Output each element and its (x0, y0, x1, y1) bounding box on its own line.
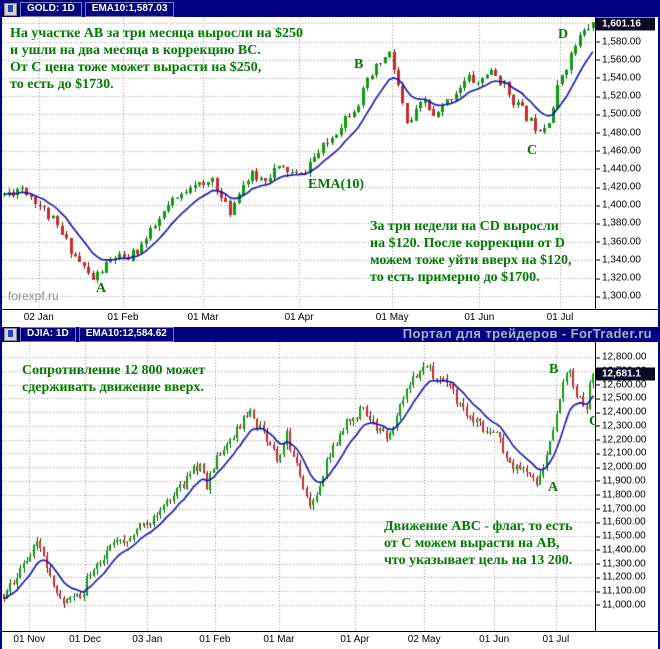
price-scale-label: 12,200.00 (596, 434, 647, 445)
price-scale-label: 1,560.00 (596, 54, 641, 65)
chart-plot-area-gold: На участке AB за три месяца выросли на $… (2, 17, 596, 309)
chart-row-djia: Сопротивление 12 800 может сдерживать дв… (2, 342, 658, 631)
price-scale-label: 1,580.00 (596, 36, 641, 47)
price-scale-label: 11,000.00 (596, 599, 646, 610)
panel-gold: GOLD: 1D EMA10:1,587.03 На участке AB за… (2, 2, 658, 327)
date-label: 01 Mar (187, 312, 219, 323)
symbol-timeframe-label: DJIA: 1D (20, 327, 76, 342)
price-scale-label: 1,520.00 (596, 91, 641, 102)
date-label: 01 Jul (542, 634, 570, 645)
price-scale-label: 11,800.00 (596, 489, 646, 500)
date-label: 01 Jun (464, 312, 495, 323)
current-price-tag: 1,601.16 (596, 17, 655, 31)
price-scale-label: 1,400.00 (596, 200, 641, 211)
current-price-tag: 12,681.1 (596, 367, 655, 380)
symbol-timeframe-label: GOLD: 1D (20, 2, 82, 17)
gold-candlestick-chart[interactable] (2, 17, 595, 309)
price-scale-label: 12,000.00 (596, 462, 647, 473)
date-label: 01 Jun (479, 634, 510, 645)
date-label: 01 Jul (546, 312, 574, 323)
watermark-fortrader: Портал для трейдеров - ForTrader.ru (402, 326, 652, 341)
date-axis-djia[interactable]: 01 Nov 01 Dec 03 Jan 01 Feb 01 Mar 01 Apr 02 M… (2, 631, 658, 649)
price-scale-label: 1,440.00 (596, 163, 641, 174)
panel-header-gold: GOLD: 1D EMA10:1,587.03 (2, 2, 658, 17)
price-scale-label: 1,340.00 (596, 254, 641, 265)
date-axis-gold[interactable]: 02 Jan 01 Feb 01 Mar 01 Apr 01 May 01 Jun 01 J… (2, 309, 658, 327)
price-scale-label: 12,500.00 (596, 393, 647, 404)
price-scale-label: 1,500.00 (596, 109, 641, 120)
chart-icon[interactable] (4, 328, 17, 341)
indicator-value-label: EMA10:12,584.62 (78, 327, 174, 342)
price-scale-label: 12,400.00 (596, 407, 647, 418)
chart-plot-area-djia: Сопротивление 12 800 может сдерживать дв… (2, 342, 599, 631)
date-label: 01 Apr (340, 634, 370, 645)
date-label: 01 Nov (13, 634, 46, 645)
date-label: 02 Jan (23, 312, 54, 323)
price-scale-gold[interactable]: 1,300.00 1,320.00 1,340.00 1,360.00 1,380.00… (596, 17, 658, 309)
price-scale-label: 1,380.00 (596, 218, 641, 229)
date-label: 01 May (375, 312, 409, 323)
price-scale-label: 11,600.00 (596, 517, 646, 528)
date-label: 02 May (407, 634, 441, 645)
price-scale-label: 11,300.00 (596, 558, 646, 569)
date-label: 01 Dec (69, 634, 101, 645)
price-scale-label: 12,100.00 (596, 448, 647, 459)
date-label: 01 Feb (199, 634, 231, 645)
panel-djia: DJIA: 1D EMA10:12,584.62 Сопротивление 1… (2, 327, 658, 649)
price-scale-label: 12,300.00 (596, 420, 647, 431)
price-scale-label: 11,400.00 (596, 544, 646, 555)
price-scale-label: 11,500.00 (596, 531, 646, 542)
price-scale-label: 1,320.00 (596, 273, 641, 284)
price-scale-label: 1,460.00 (596, 145, 641, 156)
chart-icon-glyph (8, 330, 13, 337)
price-scale-label: 1,300.00 (596, 291, 641, 302)
price-scale-label: 11,700.00 (596, 503, 646, 514)
chart-icon-glyph (8, 5, 13, 12)
date-label: 03 Jan (132, 634, 163, 645)
price-scale-label: 1,360.00 (596, 236, 641, 247)
price-scale-label: 1,420.00 (596, 182, 641, 193)
djia-candlestick-chart[interactable] (2, 342, 595, 631)
price-scale-label: 11,900.00 (596, 475, 646, 486)
panel-header-djia: DJIA: 1D EMA10:12,584.62 (2, 327, 658, 342)
date-label: 01 Feb (107, 312, 139, 323)
price-scale-label: 1,480.00 (596, 127, 641, 138)
date-label: 01 Mar (263, 634, 295, 645)
price-scale-label: 11,100.00 (596, 586, 646, 597)
price-scale-djia[interactable]: 11,000.00 11,100.00 11,200.00 11,300.00 11,4… (596, 342, 658, 631)
price-scale-label: 11,200.00 (596, 572, 646, 583)
chart-row-gold: На участке AB за три месяца выросли на $… (2, 17, 658, 309)
date-label: 01 Apr (284, 312, 314, 323)
chart-icon[interactable] (4, 3, 17, 16)
indicator-value-label: EMA10:1,587.03 (84, 2, 175, 17)
price-scale-label: 1,540.00 (596, 72, 641, 83)
price-scale-label: 12,800.00 (596, 352, 647, 363)
price-scale-label: 12,600.00 (596, 379, 647, 390)
